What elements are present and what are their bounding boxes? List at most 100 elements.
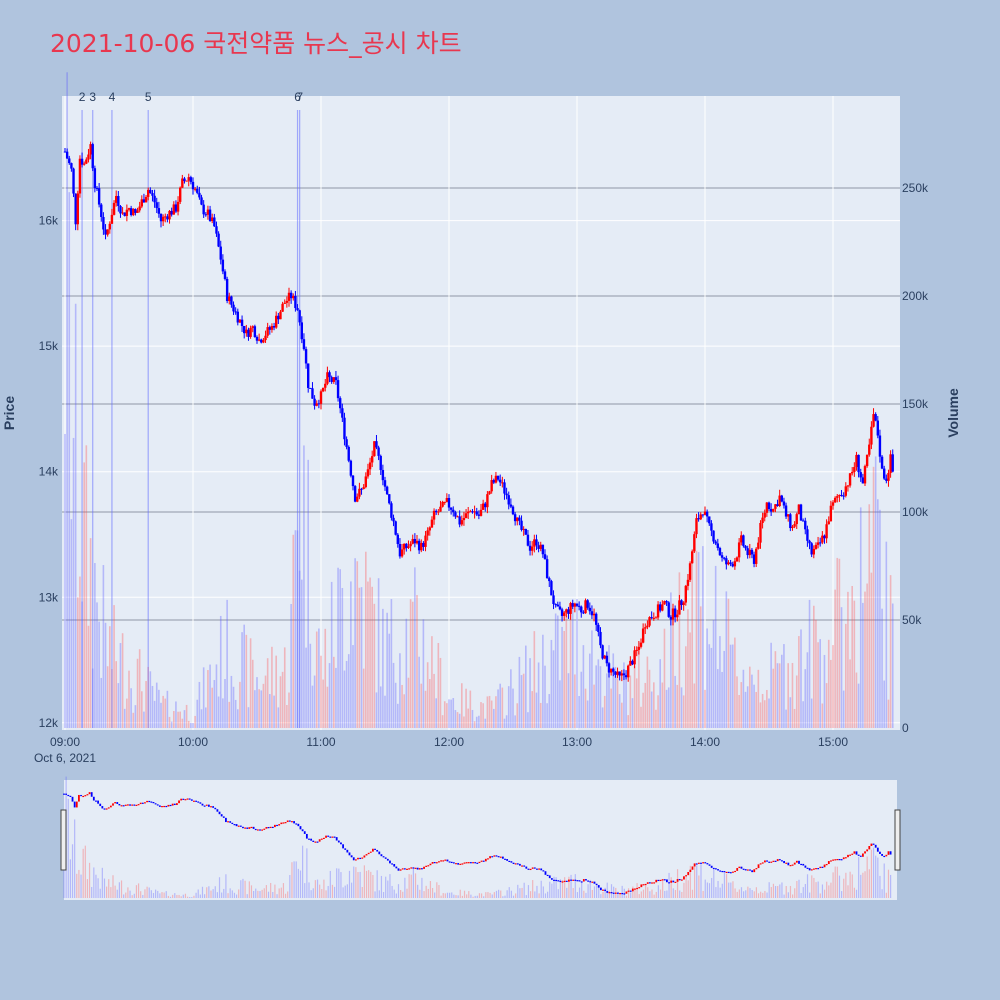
slider-candle (744, 869, 747, 871)
candle-body (85, 159, 88, 164)
volume-bar (851, 585, 853, 728)
slider-volume-bar (832, 872, 834, 898)
range-slider-right-handle[interactable] (894, 809, 901, 871)
volume-bar (702, 546, 704, 728)
slider-candle (493, 855, 496, 857)
slider-volume-bar (555, 877, 557, 898)
slider-candle (446, 859, 449, 862)
candle-body (91, 144, 94, 169)
slider-candle (357, 857, 359, 860)
candle-body (848, 473, 852, 486)
candle-body (601, 645, 604, 659)
volume-bar (307, 459, 309, 728)
volume-bar (631, 698, 634, 728)
volume-bar (881, 608, 883, 728)
candle-body (782, 501, 786, 506)
range-slider[interactable] (64, 780, 897, 900)
candle-body (347, 446, 350, 461)
candle-body (531, 546, 534, 551)
slider-candle (855, 851, 858, 855)
slider-volume-bar (540, 880, 542, 898)
slider-volume-bar (877, 857, 879, 898)
candle-body (656, 604, 660, 618)
slider-candle (105, 808, 108, 810)
candle-body (789, 514, 792, 529)
slider-candle (508, 860, 511, 863)
volume-bar (680, 687, 683, 728)
volume-bar (264, 675, 267, 728)
slider-candle (109, 805, 112, 808)
slider-volume-bar (851, 874, 853, 898)
volume-bar (379, 686, 382, 728)
volume-bar (166, 690, 169, 728)
slider-candle (836, 858, 839, 861)
volume-bar (68, 192, 71, 729)
candle-body (663, 601, 666, 605)
slider-candle (210, 806, 212, 808)
candle-body (176, 201, 180, 212)
slider-candle (638, 887, 641, 889)
candle-body (778, 495, 781, 506)
slider-candle (606, 891, 609, 893)
volume-bar (657, 695, 659, 728)
slider-candle (634, 888, 636, 890)
candle-body (684, 585, 687, 603)
candle-body (334, 377, 338, 381)
volume-bar (676, 684, 679, 728)
slider-candle (455, 863, 457, 865)
slider-candle (176, 803, 178, 806)
slider-candle (92, 796, 95, 801)
candle-body (326, 372, 329, 384)
candle-body (315, 403, 318, 406)
slider-volume-bar (557, 889, 559, 898)
slider-candle (802, 863, 805, 866)
range-slider-left-handle[interactable] (60, 809, 67, 871)
candle-body (733, 561, 737, 567)
candle-body (266, 327, 269, 336)
slider-candle (614, 892, 617, 894)
slider-volume-bar (265, 885, 267, 898)
volume-bar (390, 599, 393, 728)
volume-bar (283, 647, 286, 728)
volume-bar (162, 695, 164, 728)
slider-volume-bar (406, 888, 408, 898)
volume-bar (158, 689, 160, 728)
volume-bar (226, 599, 228, 728)
slider-volume-bar (821, 884, 824, 898)
candle-body (720, 555, 724, 558)
slider-volume-bar (250, 885, 253, 898)
slider-candle (544, 871, 547, 875)
slider-candle (555, 879, 558, 882)
slider-volume-bar (662, 879, 664, 898)
slider-candle (525, 866, 528, 869)
volume-bar (815, 619, 817, 728)
slider-candle (706, 863, 709, 865)
slider-candle (621, 892, 624, 895)
slider-volume-bar (836, 866, 838, 898)
slider-volume-bar (847, 885, 849, 898)
volume-bar (710, 647, 713, 728)
slider-volume-bar (585, 892, 587, 898)
slider-volume-bar (387, 880, 389, 898)
slider-candle (519, 863, 521, 866)
volume-bar (606, 673, 608, 728)
slider-volume-bar (357, 872, 359, 898)
candle-body (166, 216, 169, 220)
slider-volume-bar (872, 847, 875, 898)
slider-volume-bar (148, 887, 150, 898)
volume-bar (746, 686, 749, 728)
slider-candle (550, 878, 553, 880)
slider-candle (237, 825, 240, 827)
volume-bar (877, 499, 879, 728)
volume-bar (580, 671, 583, 728)
slider-volume-bar (355, 867, 357, 898)
slider-volume-bar (721, 883, 723, 898)
volume-bar (117, 683, 120, 728)
volume-bar (795, 675, 798, 728)
volume-bar (885, 541, 888, 728)
candle-body (810, 543, 813, 555)
slider-volume-bar (314, 880, 316, 898)
slider-candle (335, 837, 338, 841)
slider-volume-bar (340, 872, 342, 898)
